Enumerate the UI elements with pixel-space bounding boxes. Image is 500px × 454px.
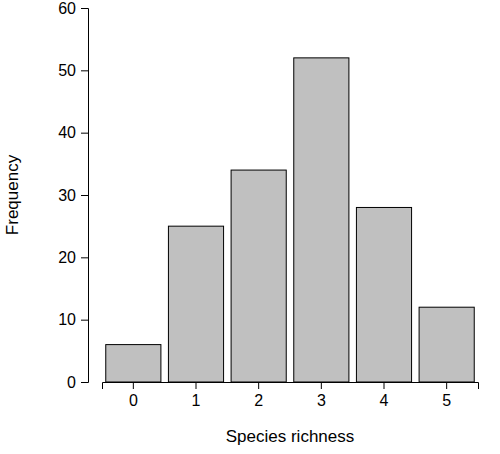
- x-tick-label: 3: [317, 392, 326, 409]
- y-tick: 0: [67, 374, 88, 391]
- x-tick-label: 5: [442, 392, 451, 409]
- y-tick-label: 40: [58, 124, 76, 141]
- y-tick-mark: [81, 382, 88, 383]
- x-tick: 3: [317, 382, 326, 409]
- y-axis-line: [81, 9, 89, 383]
- y-tick-label: 60: [58, 0, 76, 17]
- y-tick-label: 20: [58, 249, 76, 266]
- y-tick: 20: [58, 249, 88, 266]
- y-tick: 10: [58, 311, 88, 328]
- bar: [419, 307, 474, 382]
- x-tick-label: 0: [129, 392, 138, 409]
- x-tick: 1: [192, 382, 201, 409]
- y-tick-mark: [81, 195, 88, 196]
- bar: [231, 170, 286, 382]
- x-tick: 5: [442, 382, 451, 409]
- y-tick-mark: [81, 257, 88, 258]
- y-tick-label: 0: [67, 374, 76, 391]
- x-tick-mark: [321, 382, 322, 389]
- x-axis-title: Species richness: [226, 427, 355, 446]
- x-tick: 0: [129, 382, 138, 409]
- x-tick-mark: [258, 382, 259, 389]
- y-tick-mark: [81, 133, 88, 134]
- y-tick: 30: [58, 187, 88, 204]
- y-tick-label: 30: [58, 187, 76, 204]
- y-tick-label: 10: [58, 311, 76, 328]
- x-tick-label: 4: [380, 392, 389, 409]
- x-tick-mark: [133, 382, 134, 389]
- x-axis-line: [103, 383, 479, 390]
- y-tick: 60: [58, 0, 88, 17]
- x-tick: 4: [380, 382, 389, 409]
- x-axis: 0 1 2 3 4 5: [103, 382, 479, 409]
- y-tick: 40: [58, 124, 88, 141]
- y-axis: 0 10 20 30 40 50 60: [58, 0, 88, 391]
- y-tick: 50: [58, 62, 88, 79]
- bar: [356, 207, 411, 382]
- bar: [106, 345, 161, 382]
- x-tick-mark: [446, 382, 447, 389]
- x-tick-label: 1: [192, 392, 201, 409]
- x-tick: 2: [254, 382, 263, 409]
- x-tick-mark: [384, 382, 385, 389]
- y-tick-mark: [81, 70, 88, 71]
- bar: [294, 58, 349, 382]
- y-tick-label: 50: [58, 62, 76, 79]
- x-tick-label: 2: [254, 392, 263, 409]
- bars: [106, 58, 474, 382]
- x-tick-mark: [196, 382, 197, 389]
- y-axis-title: Frequency: [3, 154, 22, 235]
- y-tick-mark: [81, 320, 88, 321]
- y-tick-mark: [81, 8, 88, 9]
- bar: [168, 226, 223, 382]
- chart: 0 10 20 30 40 50 60 0 1 2 3 4 5 Species richness Frequ…: [0, 0, 500, 454]
